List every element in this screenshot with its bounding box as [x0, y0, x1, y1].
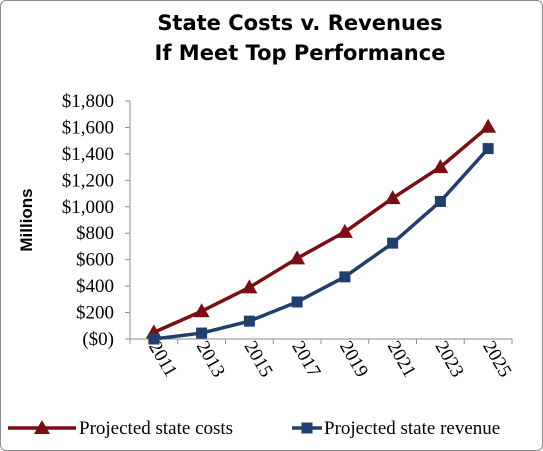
y-tick-label: $1,600 [62, 117, 114, 138]
chart-title-line-2: If Meet Top Performance [155, 41, 446, 65]
axes [129, 101, 512, 340]
series-2 [148, 143, 494, 345]
data-point [193, 303, 210, 318]
x-tick-label: 2021 [383, 338, 420, 381]
y-tick-label: $200 [76, 303, 114, 324]
series-line [153, 125, 490, 334]
data-point [336, 223, 353, 238]
data-point [432, 159, 449, 174]
data-point [196, 327, 208, 339]
data-point [387, 237, 399, 249]
data-point [384, 190, 401, 205]
legend-item-2: Projected state revenue [292, 418, 500, 439]
x-tick-label: 2013 [192, 338, 229, 381]
data-point [434, 195, 446, 207]
x-tick-label: 2019 [335, 338, 372, 381]
y-tick-label: $400 [76, 276, 114, 297]
legend-item-1: Projected state costs [8, 418, 233, 439]
legend-label: Projected state revenue [324, 418, 500, 439]
data-point [291, 296, 303, 308]
data-point [480, 118, 497, 133]
data-point [289, 250, 306, 265]
legend-swatch-marker [301, 422, 313, 434]
data-point [482, 143, 494, 155]
plot-area [145, 118, 497, 345]
y-axis-label: Millions [17, 188, 36, 251]
y-tick-label: ($0) [82, 329, 114, 350]
y-tick-label: $600 [76, 250, 114, 271]
x-tick-label: 2023 [431, 338, 468, 381]
chart-title-line-1: State Costs v. Revenues [157, 11, 442, 35]
y-tick-label: $1,400 [62, 144, 114, 165]
tick-labels: ($0) $200 $400 $600 $800 $1,000 $1,200 $1,400 $1… [62, 91, 516, 381]
y-tick-label: $800 [76, 223, 114, 244]
y-tick-label: $1,800 [62, 91, 114, 112]
x-tick-label: 2025 [478, 338, 515, 381]
series-1 [145, 118, 497, 339]
data-point [148, 333, 160, 345]
data-point [339, 271, 351, 283]
series-line [153, 147, 490, 341]
x-tick-label: 2017 [287, 338, 324, 381]
legend-swatch-marker [34, 420, 50, 434]
legend: Projected state costs Projected state rev… [8, 418, 500, 439]
y-tick-label: $1,200 [62, 170, 114, 191]
data-point [241, 279, 258, 294]
legend-label: Projected state costs [79, 418, 233, 439]
x-tick-label: 2015 [240, 338, 277, 381]
y-tick-label: $1,000 [62, 197, 114, 218]
data-point [243, 315, 255, 327]
